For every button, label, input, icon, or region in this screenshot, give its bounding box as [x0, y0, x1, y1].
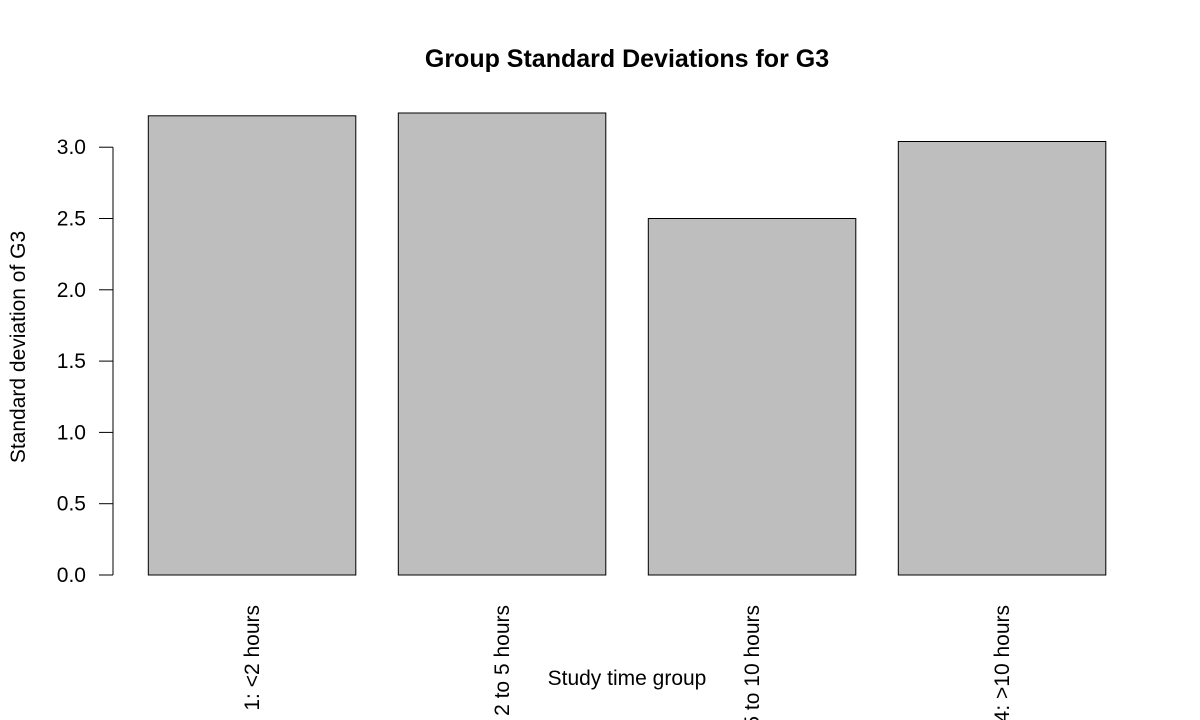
x-tick-label: 1: <2 hours: [241, 605, 264, 711]
y-tick-label: 1.5: [57, 350, 86, 373]
y-axis: 0.0 0.5 1.0 1.5 2.0 2.5 3.0: [57, 136, 114, 587]
x-tick-label: 4: >10 hours: [991, 605, 1014, 720]
x-axis-title: Study time group: [548, 667, 707, 690]
x-tick-label: 3: 5 to 10 hours: [741, 605, 764, 720]
x-tick-labels: 1: <2 hours 2: 2 to 5 hours 3: 5 to 10 hou…: [241, 605, 1014, 720]
bar: [897, 141, 1107, 576]
y-tick-label: 0.5: [57, 493, 86, 516]
bar: [147, 115, 357, 576]
bars-group: [147, 112, 1107, 576]
chart-title: Group Standard Deviations for G3: [425, 45, 829, 73]
bar: [647, 218, 857, 576]
y-axis-title: Standard deviation of G3: [7, 231, 30, 463]
x-tick-label: 2: 2 to 5 hours: [491, 605, 514, 720]
y-tick-label: 2.5: [57, 208, 86, 231]
bar: [397, 112, 607, 576]
y-tick-label: 1.0: [57, 421, 86, 444]
y-tick-label: 2.0: [57, 279, 86, 302]
y-tick-label: 3.0: [57, 136, 86, 159]
y-tick-label: 0.0: [57, 564, 86, 587]
